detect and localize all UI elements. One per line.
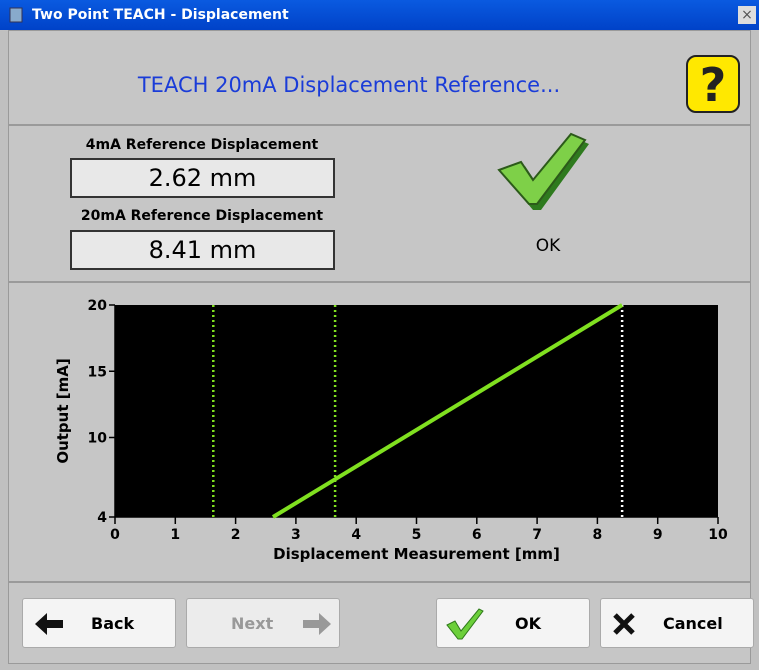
title-bar: Two Point TEACH - Displacement × — [0, 0, 759, 30]
data-line — [271, 303, 624, 519]
x-tick-label: 7 — [532, 527, 542, 543]
x-tick-label: 0 — [110, 527, 120, 543]
x-tick-label: 1 — [170, 527, 180, 543]
field-label: 4mA Reference Displacement — [85, 137, 319, 153]
cancel-x — [613, 613, 635, 635]
y-tick-label: 10 — [88, 431, 108, 447]
x-tick-label: 4 — [351, 527, 361, 543]
field-value: 8.41 mm — [70, 230, 335, 270]
app-icon — [9, 7, 23, 23]
button-label: OK — [515, 614, 541, 633]
back-button[interactable]: Back — [22, 598, 176, 648]
next-arrow — [303, 613, 331, 635]
field-label: 20mA Reference Displacement — [80, 208, 324, 224]
x-axis-label: Displacement Measurement [mm] — [273, 545, 560, 563]
button-label: Next — [231, 614, 274, 633]
ok-check — [446, 608, 484, 640]
field-value: 2.62 mm — [70, 158, 335, 198]
y-tick-label: 20 — [88, 298, 108, 314]
help-button[interactable]: ? — [686, 55, 740, 113]
chart: 4 10 15 20 0 1 2 3 4 5 6 7 8 9 10 Displacement Measurem… — [54, 298, 728, 563]
x-tick-label: 9 — [653, 527, 663, 543]
y-axis-label: Output [mA] — [54, 358, 72, 463]
header-panel: TEACH 20mA Displacement Reference... ? — [8, 30, 751, 125]
x-tick-label: 8 — [593, 527, 603, 543]
button-label: Back — [91, 614, 135, 633]
window-title: Two Point TEACH - Displacement — [32, 7, 289, 23]
back-arrow — [35, 613, 63, 635]
x-tick-label: 5 — [412, 527, 422, 543]
x-tick-label: 10 — [708, 527, 728, 543]
x-tick-label: 6 — [472, 527, 482, 543]
y-tick-label: 4 — [97, 510, 107, 526]
x-tick-label: 3 — [291, 527, 301, 543]
y-tick-label: 15 — [88, 364, 107, 380]
close-button[interactable]: × — [738, 6, 756, 24]
check-icon — [497, 132, 589, 210]
plot-area — [115, 305, 718, 517]
button-label: Cancel — [663, 614, 723, 633]
x-tick-label: 2 — [231, 527, 241, 543]
cancel-button[interactable]: Cancel — [600, 598, 754, 648]
ok-button[interactable]: OK — [436, 598, 590, 648]
next-button: Next — [186, 598, 340, 648]
header-title: TEACH 20mA Displacement Reference... — [137, 73, 561, 97]
status-label: OK — [535, 236, 561, 256]
